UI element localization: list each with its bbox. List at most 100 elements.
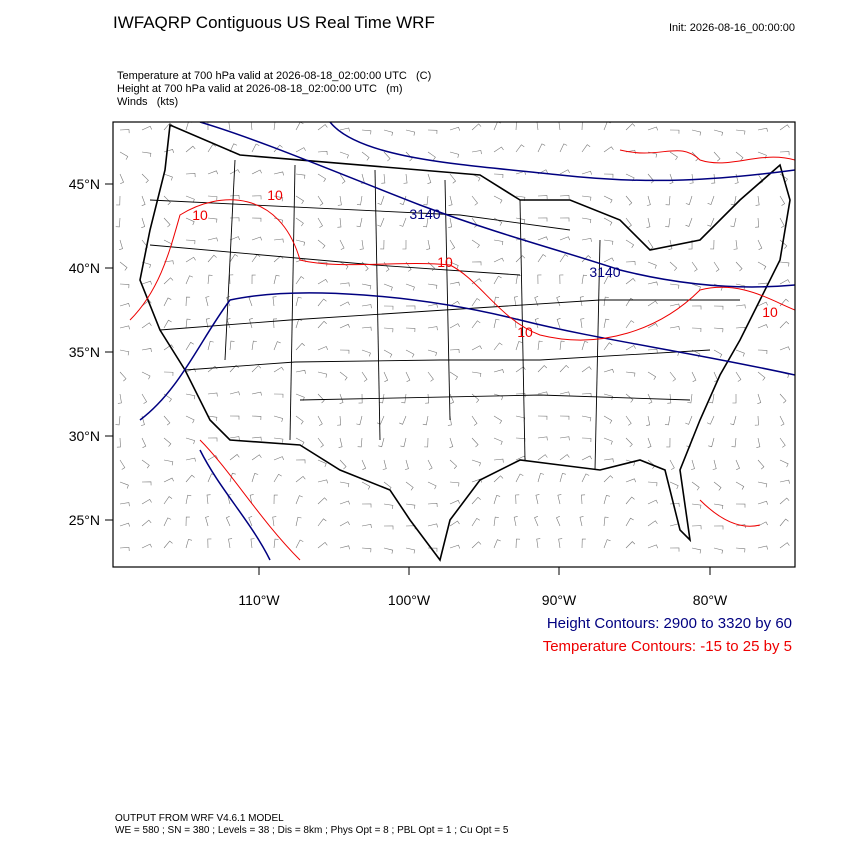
wind-barb xyxy=(537,195,548,200)
wind-barb xyxy=(757,127,768,132)
wind-barb xyxy=(207,437,218,442)
wind-barb xyxy=(229,143,238,153)
wind-barb xyxy=(339,282,350,287)
temperature-legend: Temperature Contours: -15 to 25 by 5 xyxy=(543,638,792,655)
wind-barb xyxy=(426,239,431,250)
wind-barb xyxy=(119,173,124,184)
wind-barb xyxy=(603,173,614,178)
wind-barb xyxy=(229,217,240,222)
wind-barb xyxy=(207,195,218,201)
temperature-contour-label: 10 xyxy=(267,187,283,203)
wind-barb xyxy=(559,195,570,200)
wind-barb xyxy=(647,239,654,250)
wind-barb xyxy=(141,481,152,486)
wind-barb xyxy=(207,392,218,397)
wind-barb xyxy=(515,393,526,398)
wind-barb xyxy=(664,415,671,426)
wind-barb xyxy=(317,151,328,155)
wind-barb xyxy=(361,326,372,331)
wind-barb xyxy=(251,365,262,373)
wind-barb xyxy=(207,455,218,461)
wind-barb xyxy=(251,274,256,285)
wind-barb xyxy=(581,415,592,422)
wind-barb xyxy=(647,261,657,269)
wind-barb xyxy=(317,278,328,285)
wind-barb xyxy=(471,345,482,351)
wind-barb xyxy=(449,481,460,487)
wind-barb xyxy=(449,281,460,286)
wind-barb xyxy=(779,217,785,228)
field-label: Temperature at 700 hPa valid at 2026-08-… xyxy=(117,70,431,82)
wind-barb xyxy=(471,496,481,505)
wind-barb xyxy=(295,173,306,179)
wind-barb xyxy=(449,151,460,158)
wind-barb xyxy=(251,143,260,153)
wind-barb xyxy=(356,195,363,206)
wind-barb xyxy=(559,254,569,263)
wind-barb xyxy=(185,457,196,462)
wind-barb xyxy=(603,475,614,483)
wind-barb xyxy=(383,283,393,291)
lat-label: 35°N xyxy=(69,344,100,360)
wind-barb xyxy=(383,151,391,162)
wind-barb xyxy=(735,459,740,470)
lon-label: 90°W xyxy=(542,592,577,608)
wind-barb xyxy=(493,217,503,226)
wind-barb xyxy=(603,239,614,245)
wind-barb xyxy=(427,151,436,161)
wind-barb xyxy=(579,296,584,307)
wind-barb xyxy=(163,297,172,307)
wind-barb xyxy=(779,393,787,404)
wind-barb xyxy=(251,436,262,441)
wind-barb xyxy=(381,173,386,184)
wind-barb xyxy=(625,217,632,228)
wind-barb xyxy=(273,366,284,373)
wind-barb xyxy=(685,415,693,425)
wind-barb xyxy=(185,393,196,400)
wind-barb xyxy=(317,298,327,307)
wind-barb xyxy=(603,393,614,400)
wind-barb xyxy=(471,123,482,131)
wind-barb xyxy=(400,437,407,448)
state-lines xyxy=(149,159,740,471)
wind-barb xyxy=(163,517,172,527)
wind-barb xyxy=(273,393,284,398)
wind-barb xyxy=(735,129,746,135)
wind-barb xyxy=(119,349,130,356)
wind-barb xyxy=(295,516,302,527)
wind-barb xyxy=(669,326,680,331)
wind-barb xyxy=(559,391,570,396)
wind-barb xyxy=(559,436,570,441)
wind-barb xyxy=(163,459,174,466)
wind-barb xyxy=(249,318,253,329)
wind-barb xyxy=(647,126,658,131)
wind-barb xyxy=(273,238,284,243)
wind-barb xyxy=(732,393,737,404)
wind-barb xyxy=(405,261,412,272)
wind-barb xyxy=(493,437,503,445)
wind-barb xyxy=(185,275,193,285)
wind-barb xyxy=(691,327,702,332)
wind-barb xyxy=(317,518,327,527)
wind-barb xyxy=(205,318,210,329)
wind-barb xyxy=(581,473,590,483)
wind-barb xyxy=(471,150,482,155)
wind-barb xyxy=(185,538,193,549)
wind-barb xyxy=(537,415,548,420)
wind-barb xyxy=(163,371,174,376)
wind-barb xyxy=(669,459,675,470)
wind-barb xyxy=(493,195,503,204)
wind-barb xyxy=(647,437,652,448)
wind-barb xyxy=(471,278,482,285)
wind-barb xyxy=(163,437,172,447)
wind-barb xyxy=(581,144,591,153)
footer-model: OUTPUT FROM WRF V4.6.1 MODEL xyxy=(115,813,284,824)
wind-barb xyxy=(402,239,407,250)
wind-barb xyxy=(229,415,240,420)
wind-barb xyxy=(295,459,306,464)
wind-barb xyxy=(449,349,460,354)
wind-barb xyxy=(119,129,130,134)
wind-barb xyxy=(206,494,211,505)
wind-barb xyxy=(537,254,547,263)
